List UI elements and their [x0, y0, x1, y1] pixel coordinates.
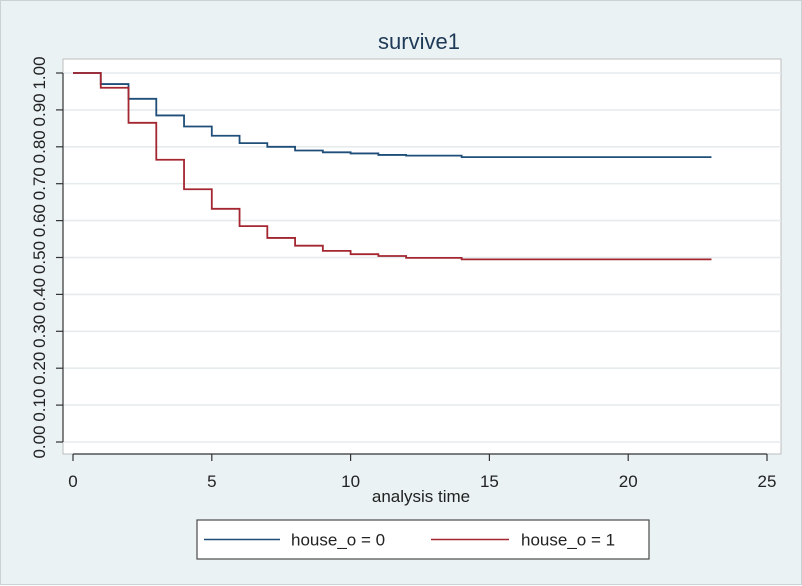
y-tick-label: 0.30	[30, 315, 49, 348]
x-axis-title: analysis time	[372, 487, 470, 506]
chart-title: survive1	[378, 29, 460, 54]
series-line-0	[73, 72, 712, 159]
legend-label-house-o-1: house_o = 1	[521, 531, 615, 550]
x-tick-label: 25	[758, 472, 777, 491]
x-tick-label: 10	[341, 472, 360, 491]
y-tick-label: 0.60	[30, 204, 49, 237]
series-group	[73, 72, 712, 261]
y-tick-label: 0.40	[30, 278, 49, 311]
x-tick-label: 15	[480, 472, 499, 491]
y-tick-label: 0.50	[30, 241, 49, 274]
x-tick-label: 0	[68, 472, 77, 491]
y-tick-label: 0.00	[30, 425, 49, 458]
y-tick-label: 0.20	[30, 352, 49, 385]
plot-area	[62, 58, 782, 455]
y-tick-label: 0.10	[30, 389, 49, 422]
x-axis-ticks: 0 5 10 15 20 25	[68, 454, 776, 491]
y-tick-label: 0.70	[30, 167, 49, 200]
legend-label-house-o-0: house_o = 0	[291, 531, 385, 550]
y-tick-label: 0.80	[30, 130, 49, 163]
y-axis-ticks: 0.00 0.10 0.20 0.30 0.40 0.50 0.60 0.70 0.80 0.90…	[30, 56, 63, 459]
y-tick-label: 0.90	[30, 93, 49, 126]
y-tick-label: 1.00	[30, 56, 49, 89]
series-line-1	[73, 72, 712, 261]
x-tick-label: 20	[619, 472, 638, 491]
x-tick-label: 5	[207, 472, 216, 491]
legend: house_o = 0 house_o = 1	[196, 519, 650, 560]
